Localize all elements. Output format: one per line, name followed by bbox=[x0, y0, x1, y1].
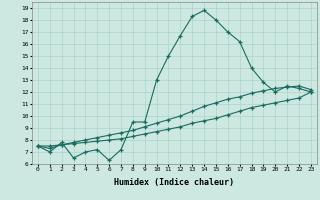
X-axis label: Humidex (Indice chaleur): Humidex (Indice chaleur) bbox=[115, 178, 234, 187]
